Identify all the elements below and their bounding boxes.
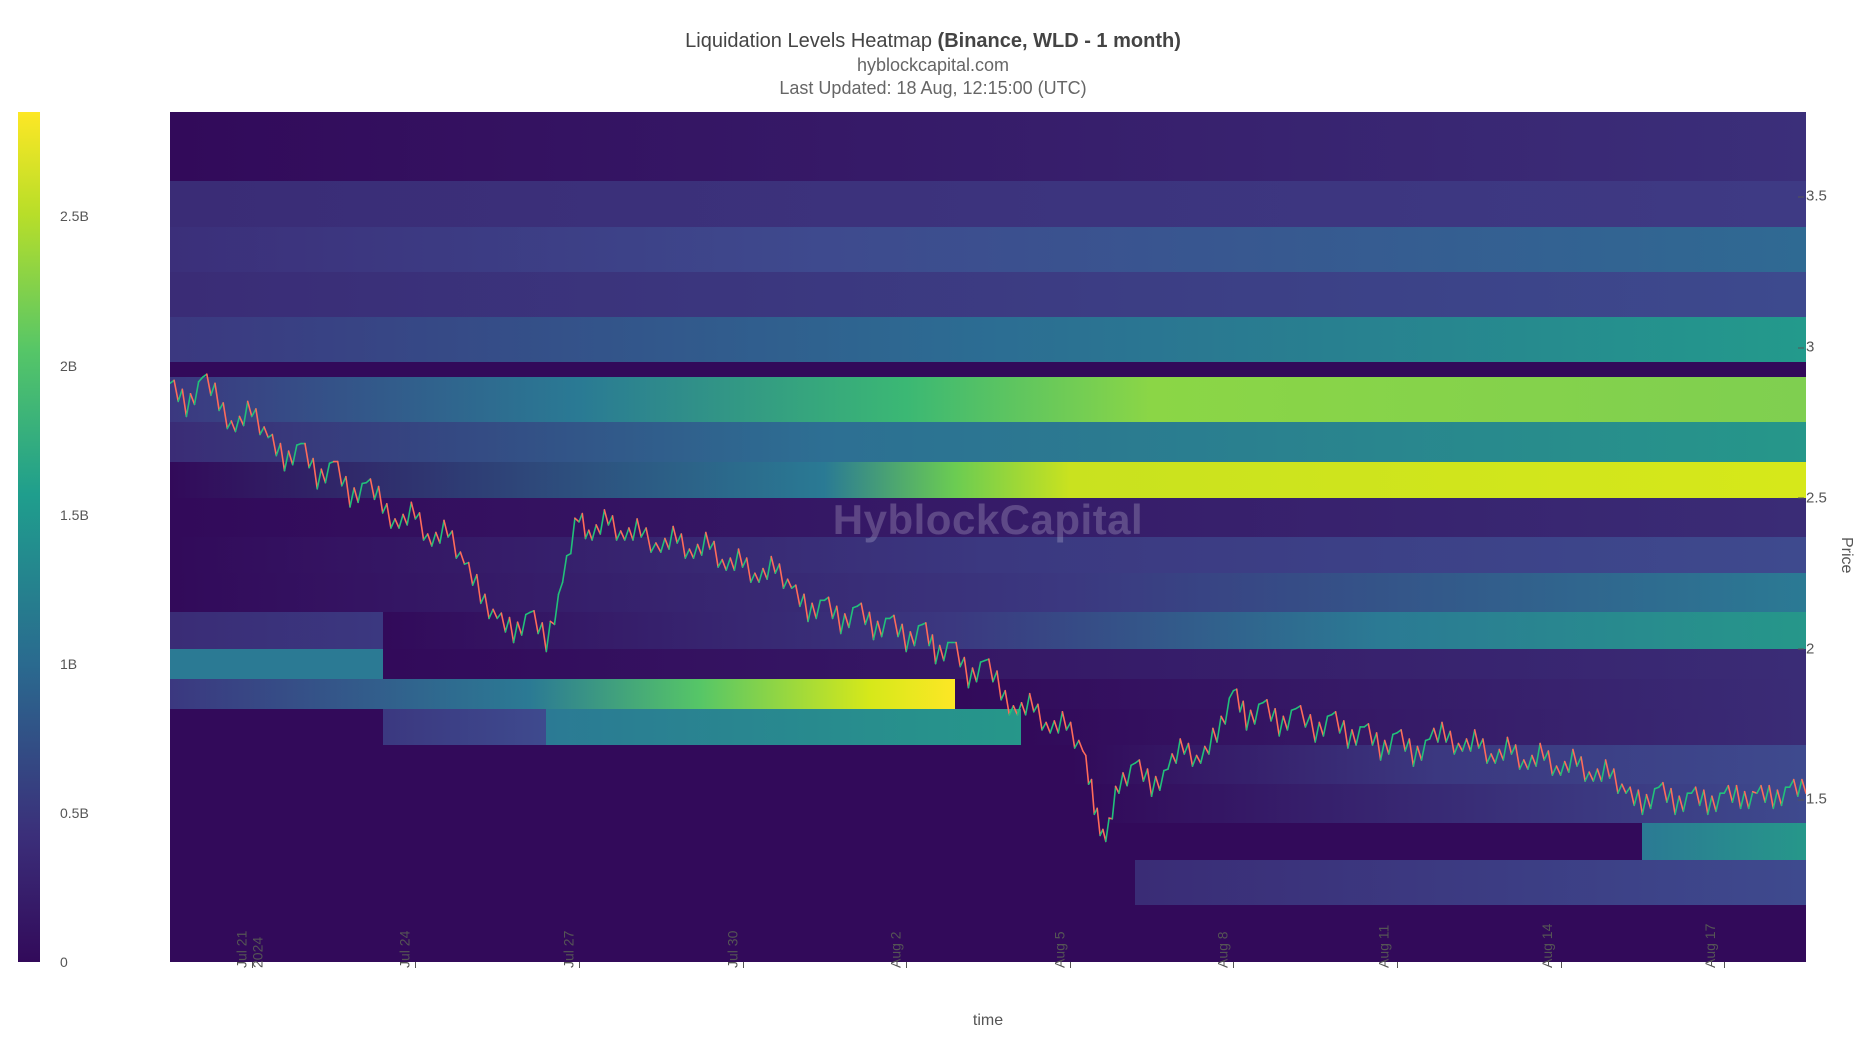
chart-last-updated: Last Updated: 18 Aug, 12:15:00 (UTC) [0, 78, 1866, 99]
price-line [170, 112, 1806, 962]
time-tick-mark [415, 962, 416, 968]
time-tick-mark [1233, 962, 1234, 968]
time-axis-label: time [973, 1012, 1003, 1030]
price-tick: 3 [1806, 339, 1814, 356]
colorbar-ticks: 00.5B1B1.5B2B2.5B [60, 112, 110, 962]
title-bold: (Binance, WLD - 1 month) [938, 30, 1181, 52]
chart-titles: Liquidation Levels Heatmap (Binance, WLD… [0, 30, 1866, 99]
time-tick: Jul 27 [560, 931, 576, 968]
time-tick-mark [1070, 962, 1071, 968]
time-axis: time Jul 212024Jul 24Jul 27Jul 30Aug 2Au… [170, 962, 1806, 1042]
colorbar-tick: 1.5B [60, 507, 89, 523]
title-prefix: Liquidation Levels Heatmap [685, 30, 937, 52]
time-tick: Aug 8 [1215, 931, 1231, 968]
time-tick: Aug 11 [1375, 925, 1391, 968]
price-axis-label: Price [1837, 537, 1855, 573]
chart-subtitle: hyblockcapital.com [0, 55, 1866, 76]
time-tick-mark [579, 962, 580, 968]
time-tick: Aug 17 [1702, 924, 1718, 968]
chart-title: Liquidation Levels Heatmap (Binance, WLD… [0, 30, 1866, 53]
colorbar-tick: 2B [60, 358, 77, 374]
colorbar-tick: 0.5B [60, 805, 89, 821]
time-tick: Aug 5 [1052, 931, 1068, 968]
time-tick-mark [743, 962, 744, 968]
price-tick: 2 [1806, 640, 1814, 657]
time-tick-mark [1397, 962, 1398, 968]
time-tick-mark [906, 962, 907, 968]
colorbar-tick: 1B [60, 656, 77, 672]
time-tick: Jul 212024 [233, 931, 265, 968]
time-tick: Jul 30 [724, 931, 740, 968]
price-axis: 1.5 2 2.5 3 3.5 [1806, 112, 1866, 962]
time-tick: Aug 2 [888, 931, 904, 968]
colorbar: 00.5B1B1.5B2B2.5B [18, 112, 40, 962]
price-tick: 2.5 [1806, 489, 1827, 506]
price-tick: 1.5 [1806, 791, 1827, 808]
colorbar-tick: 0 [60, 954, 68, 970]
price-tick: 3.5 [1806, 188, 1827, 205]
heatmap-plot: HyblockCapital [170, 112, 1806, 962]
colorbar-gradient [18, 112, 40, 962]
colorbar-tick: 2.5B [60, 208, 89, 224]
time-tick: Jul 24 [397, 931, 413, 968]
time-tick-mark [1561, 962, 1562, 968]
time-tick: Aug 14 [1538, 924, 1554, 968]
time-tick-mark [1724, 962, 1725, 968]
